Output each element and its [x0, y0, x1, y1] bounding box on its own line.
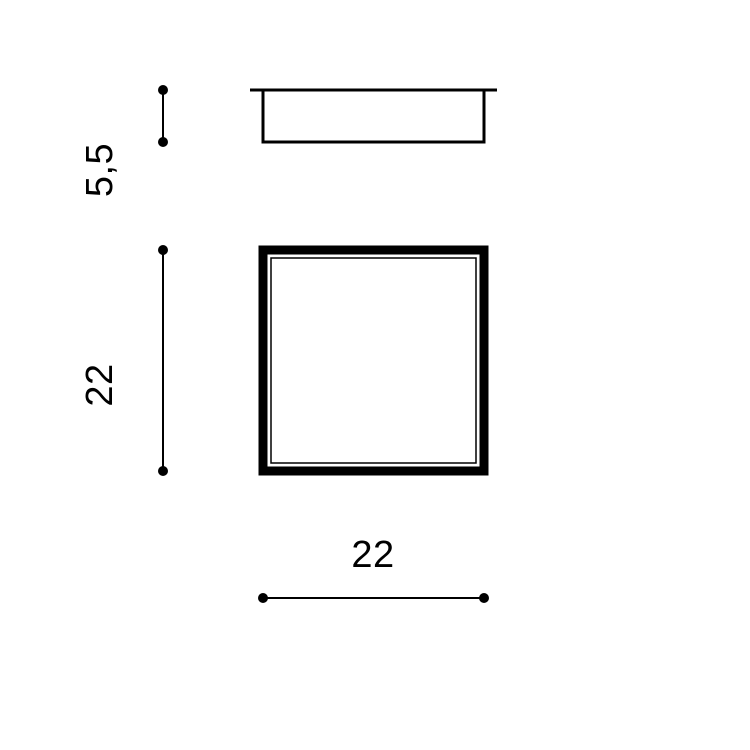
plan-inner-frame [271, 258, 476, 463]
dim-endpoint [158, 466, 168, 476]
dim-endpoint [258, 593, 268, 603]
elevation-view [250, 90, 497, 142]
dim-label-height-large: 22 [79, 363, 121, 406]
technical-drawing: 5,5 22 22 [0, 0, 750, 750]
dim-label-width: 22 [351, 534, 394, 576]
elevation-body [263, 90, 484, 142]
dim-endpoint [158, 137, 168, 147]
dim-endpoint [479, 593, 489, 603]
dimension-height-large: 22 [79, 245, 168, 476]
dim-endpoint [158, 85, 168, 95]
dim-label-height-small: 5,5 [79, 143, 121, 197]
plan-view [263, 250, 484, 471]
plan-outer-frame [263, 250, 484, 471]
dimension-height-small: 5,5 [79, 85, 168, 197]
dim-endpoint [158, 245, 168, 255]
dimension-width: 22 [258, 534, 489, 603]
